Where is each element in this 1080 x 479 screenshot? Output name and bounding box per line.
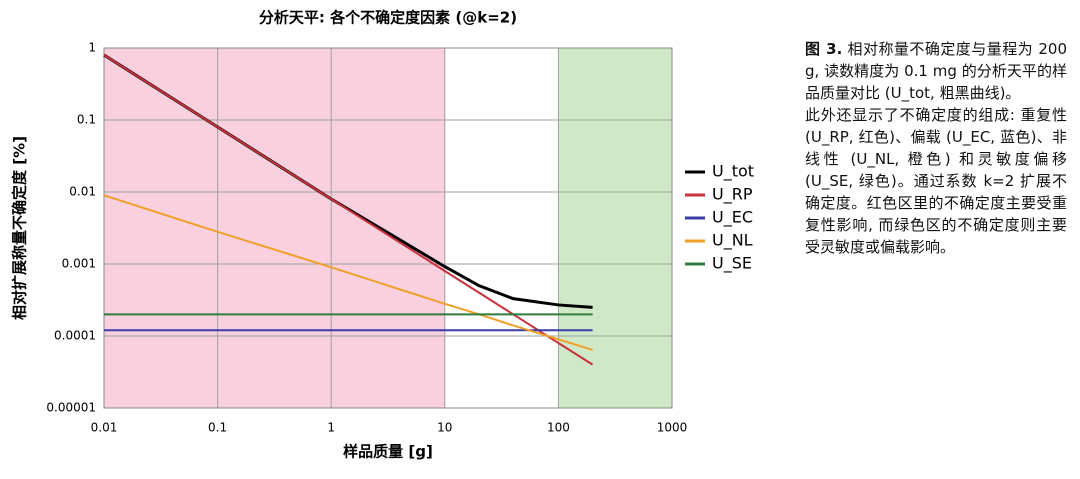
chart-title: 分析天平: 各个不确定度因素 (@k=2) — [259, 9, 517, 27]
y-tick-label: 0.001 — [62, 257, 96, 271]
y-tick-label: 0.0001 — [54, 329, 96, 343]
caption-label: 图 3. — [805, 40, 843, 58]
plot-border — [103, 47, 673, 409]
caption: 图 3. 相对称量不确定度与量程为 200 g, 读数精度为 0.1 mg 的分… — [805, 38, 1067, 258]
legend-label: U_EC — [712, 208, 753, 228]
x-tick-label: 0.01 — [91, 421, 118, 435]
x-tick-label: 10 — [437, 421, 452, 435]
legend-label: U_SE — [712, 254, 752, 274]
x-tick-label: 1000 — [657, 421, 688, 435]
y-axis-label: 相对扩展称量不确定度 [%] — [11, 136, 29, 320]
caption-paragraph: 图 3. 相对称量不确定度与量程为 200 g, 读数精度为 0.1 mg 的分… — [805, 38, 1067, 104]
y-tick-label: 0.01 — [69, 185, 96, 199]
y-tick-label: 0.1 — [77, 113, 96, 127]
caption-paragraph: 此外还显示了不确定度的组成: 重复性 (U_RP, 红色)、偏载 (U_EC, … — [805, 106, 1067, 256]
legend-label: U_NL — [712, 231, 753, 251]
legend-label: U_RP — [712, 185, 753, 205]
region — [558, 48, 672, 408]
chart: 分析天平: 各个不确定度因素 (@k=2) 样品质量 [g] 相对扩展称量不确定… — [11, 9, 755, 461]
caption-text: 相对称量不确定度与量程为 200 g, 读数精度为 0.1 mg 的分析天平的样… — [805, 40, 1067, 102]
y-tick-label: 0.00001 — [46, 401, 96, 415]
y-tick-label: 1 — [88, 41, 96, 55]
x-axis-label: 样品质量 [g] — [343, 443, 433, 461]
series-line — [103, 54, 594, 366]
region — [104, 48, 445, 408]
x-tick-label: 100 — [547, 421, 570, 435]
legend-label: U_tot — [712, 162, 754, 182]
x-tick-label: 1 — [327, 421, 335, 435]
x-tick-label: 0.1 — [208, 421, 227, 435]
series-line — [103, 194, 593, 351]
